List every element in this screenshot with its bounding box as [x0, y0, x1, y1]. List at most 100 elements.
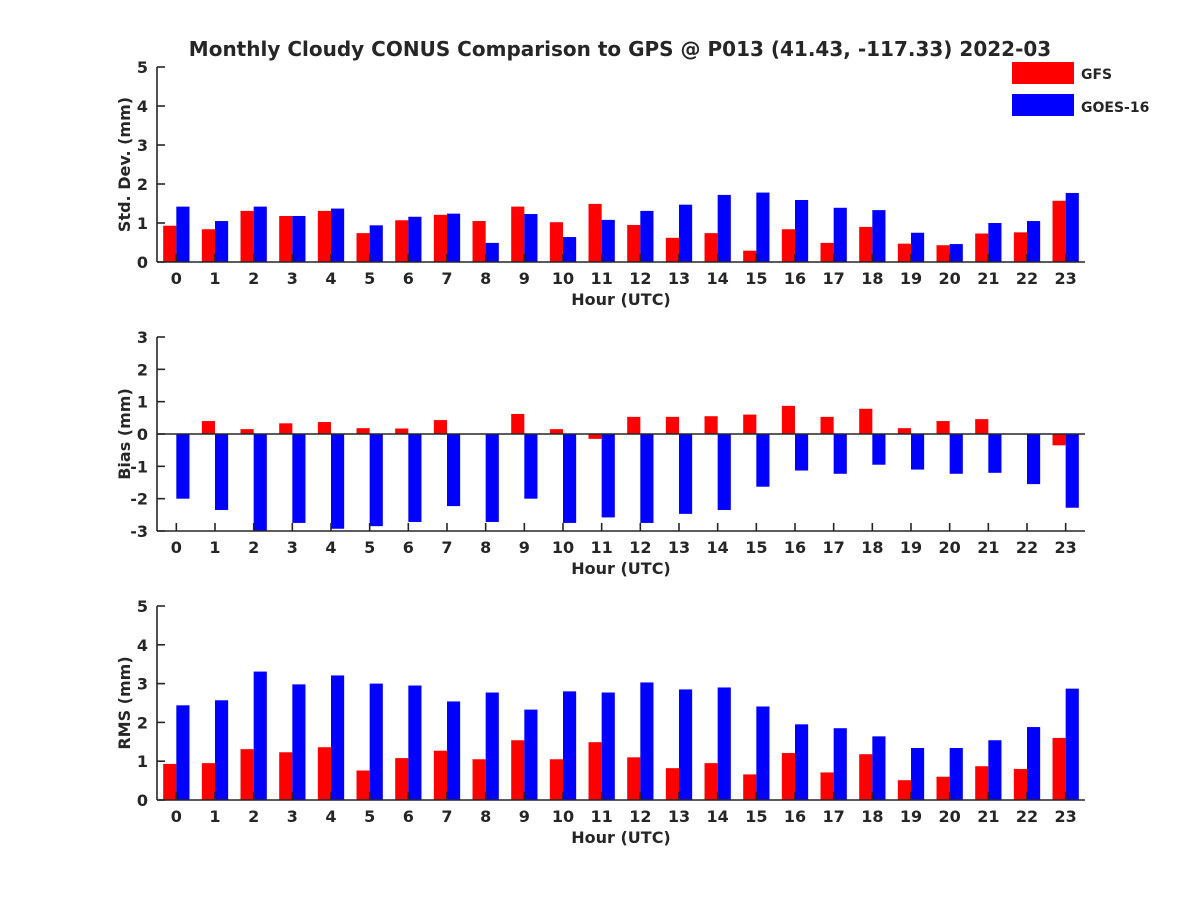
x-tick-label: 21	[977, 807, 999, 826]
x-tick-label: 12	[629, 269, 651, 288]
x-tick-label: 0	[171, 269, 182, 288]
bar-goes16-hour-18	[872, 736, 886, 800]
x-tick-label: 10	[552, 269, 574, 288]
bar-goes16-hour-4	[331, 434, 345, 529]
bar-gfs-hour-5	[356, 233, 370, 262]
bar-gfs-hour-4	[317, 210, 331, 262]
bar-goes16-hour-5	[369, 683, 383, 800]
chart-title: Monthly Cloudy CONUS Comparison to GPS @…	[189, 37, 1051, 61]
x-tick-label: 2	[248, 269, 259, 288]
bar-goes16-hour-16	[795, 724, 809, 800]
bar-goes16-hour-2	[253, 671, 267, 800]
bar-goes16-hour-20	[949, 748, 963, 800]
bar-gfs-hour-13	[665, 237, 679, 262]
x-tick-label: 7	[441, 807, 452, 826]
bar-goes16-hour-16	[795, 434, 809, 471]
y-tick-label: 1	[137, 752, 148, 771]
bar-goes16-hour-22	[1027, 727, 1041, 800]
bar-goes16-hour-13	[679, 204, 693, 262]
bar-goes16-hour-15	[756, 706, 770, 800]
bar-goes16-hour-3	[292, 215, 306, 262]
bar-gfs-hour-14	[704, 763, 718, 800]
y-tick-label: -1	[130, 457, 148, 476]
bar-gfs-hour-10	[549, 759, 563, 800]
bar-gfs-hour-19	[897, 780, 911, 800]
bar-goes16-hour-11	[601, 434, 615, 518]
bar-gfs-hour-20	[936, 421, 950, 434]
x-tick-label: 9	[519, 538, 530, 557]
bar-goes16-hour-17	[833, 207, 847, 262]
x-tick-label: 12	[629, 538, 651, 557]
bar-goes16-hour-3	[292, 434, 306, 523]
y-tick-label: -3	[130, 522, 148, 541]
x-tick-label: 11	[591, 807, 613, 826]
bar-goes16-hour-2	[253, 434, 267, 531]
bar-gfs-hour-21	[975, 233, 989, 262]
bar-gfs-hour-0	[163, 763, 177, 800]
bar-goes16-hour-4	[331, 675, 345, 800]
x-tick-label: 17	[823, 807, 845, 826]
x-tick-label: 7	[441, 269, 452, 288]
bar-gfs-hour-0	[163, 225, 177, 262]
x-tick-label: 4	[325, 538, 336, 557]
bar-goes16-hour-20	[949, 244, 963, 262]
x-tick-label: 8	[480, 807, 491, 826]
bar-gfs-hour-6	[395, 758, 409, 800]
bar-goes16-hour-12	[640, 682, 654, 800]
bar-goes16-hour-0	[176, 705, 190, 800]
bar-goes16-hour-1	[215, 434, 229, 510]
bar-gfs-hour-16	[781, 753, 795, 800]
bar-gfs-hour-3	[279, 752, 293, 800]
x-tick-label: 1	[209, 269, 220, 288]
bar-gfs-hour-14	[704, 416, 718, 434]
x-tick-label: 3	[287, 807, 298, 826]
bar-goes16-hour-9	[524, 214, 538, 262]
bar-goes16-hour-7	[447, 434, 461, 507]
bar-gfs-hour-20	[936, 245, 950, 262]
bar-goes16-hour-13	[679, 689, 693, 800]
bar-gfs-hour-22	[1013, 768, 1027, 800]
y-tick-label: 1	[137, 214, 148, 233]
bar-gfs-hour-8	[472, 221, 486, 262]
bar-gfs-hour-18	[859, 754, 873, 800]
bar-gfs-hour-6	[395, 220, 409, 262]
y-tick-label: -2	[130, 490, 148, 509]
x-tick-label: 23	[1055, 538, 1077, 557]
bar-goes16-hour-5	[369, 225, 383, 262]
bar-gfs-hour-21	[975, 766, 989, 800]
x-axis-label: Hour (UTC)	[571, 290, 671, 309]
x-tick-label: 19	[900, 269, 922, 288]
x-tick-label: 19	[900, 538, 922, 557]
x-tick-label: 13	[668, 807, 690, 826]
bar-gfs-hour-22	[1013, 232, 1027, 262]
y-tick-label: 3	[137, 136, 148, 155]
bar-gfs-hour-9	[511, 413, 525, 434]
x-tick-label: 9	[519, 269, 530, 288]
y-tick-label: 2	[137, 360, 148, 379]
bar-goes16-hour-7	[447, 213, 461, 262]
bar-goes16-hour-17	[833, 728, 847, 800]
bar-gfs-hour-23	[1052, 200, 1066, 262]
bar-gfs-hour-6	[395, 428, 409, 434]
bar-goes16-hour-12	[640, 434, 654, 523]
bar-goes16-hour-14	[717, 434, 731, 510]
bar-gfs-hour-5	[356, 770, 370, 800]
x-tick-label: 8	[480, 538, 491, 557]
x-tick-label: 23	[1055, 269, 1077, 288]
x-tick-label: 19	[900, 807, 922, 826]
bar-goes16-hour-11	[601, 692, 615, 800]
x-tick-label: 16	[784, 269, 806, 288]
bar-goes16-hour-15	[756, 434, 770, 487]
bar-goes16-hour-21	[988, 223, 1002, 262]
bar-goes16-hour-8	[485, 434, 499, 522]
bar-goes16-hour-14	[717, 687, 731, 800]
bar-gfs-hour-16	[781, 405, 795, 434]
bar-gfs-hour-4	[317, 422, 331, 434]
bar-gfs-hour-13	[665, 416, 679, 434]
bar-gfs-hour-3	[279, 423, 293, 434]
bar-goes16-hour-16	[795, 199, 809, 262]
x-tick-label: 6	[403, 269, 414, 288]
x-tick-label: 2	[248, 807, 259, 826]
bar-goes16-hour-23	[1065, 192, 1079, 262]
